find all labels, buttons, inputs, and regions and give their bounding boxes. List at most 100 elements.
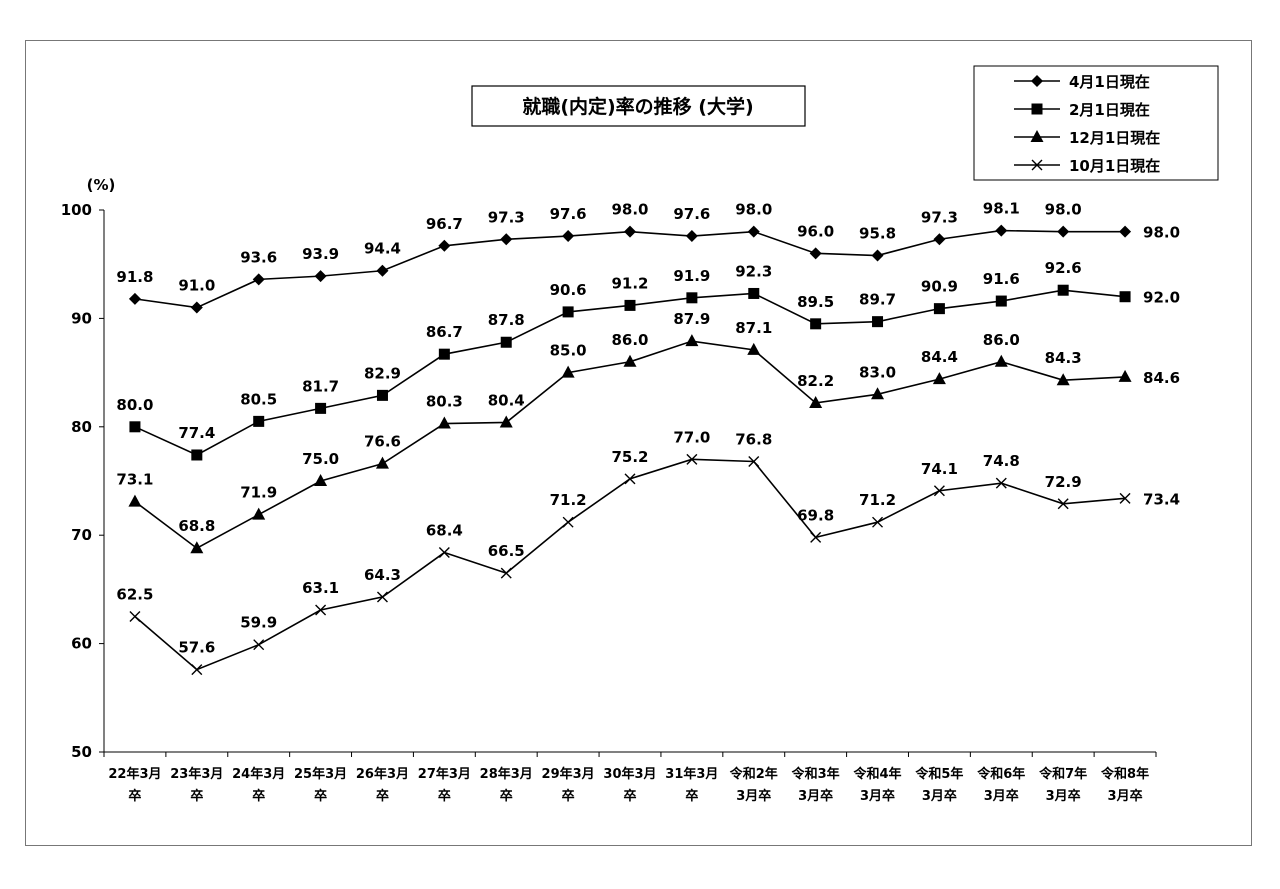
x-tick-label: 3月卒: [922, 788, 957, 804]
data-point: [190, 301, 203, 314]
data-label: 74.1: [921, 460, 958, 478]
y-tick-label: 100: [61, 201, 92, 219]
data-label: 89.7: [859, 291, 896, 309]
data-label: 71.2: [550, 491, 587, 509]
data-label: 93.9: [302, 245, 339, 263]
y-tick-label: 50: [71, 743, 92, 761]
x-tick-label: 3月卒: [798, 788, 833, 804]
x-tick-label: 卒: [438, 788, 451, 804]
series-line-2: [134, 340, 1126, 550]
x-tick-label: 卒: [128, 788, 141, 804]
data-label: 64.3: [364, 566, 401, 584]
data-label: 98.1: [983, 200, 1020, 218]
x-tick-label: 令和2年: [730, 766, 778, 782]
data-label: 98.0: [1045, 201, 1082, 219]
x-tick-label: 29年3月: [542, 766, 595, 782]
data-label: 73.1: [116, 471, 153, 489]
data-label: 98.0: [611, 201, 648, 219]
data-label: 92.3: [735, 262, 772, 280]
data-point: [1056, 373, 1070, 386]
data-point: [1057, 498, 1069, 510]
legend-marker: [1031, 75, 1043, 87]
x-tick-label: 令和3年: [792, 766, 840, 782]
data-point: [376, 591, 388, 603]
y-tick-label: 90: [71, 309, 92, 327]
data-point: [995, 477, 1007, 489]
x-tick-label: 卒: [252, 788, 265, 804]
series-line-0: [134, 229, 1126, 309]
data-point: [315, 402, 327, 414]
data-point: [624, 299, 636, 311]
data-label: 75.0: [302, 450, 339, 468]
legend-item-label: 10月1日現在: [1069, 157, 1160, 175]
data-point: [624, 225, 636, 238]
data-label: 85.0: [550, 342, 587, 360]
data-label: 91.2: [611, 274, 648, 292]
x-tick-label: 3月卒: [1108, 788, 1143, 804]
x-tick-label: 23年3月: [170, 766, 223, 782]
legend-item-label: 4月1日現在: [1069, 73, 1150, 91]
x-tick-label: 卒: [376, 788, 389, 804]
data-point: [810, 318, 822, 330]
x-tick-label: 22年3月: [108, 766, 161, 782]
data-label: 91.0: [178, 277, 215, 295]
data-label: 95.8: [859, 225, 896, 243]
data-label: 80.4: [488, 391, 525, 409]
data-point: [1118, 369, 1132, 382]
data-label: 83.0: [859, 363, 896, 381]
x-tick-label: 令和4年: [854, 766, 902, 782]
data-point: [748, 287, 760, 299]
data-point: [933, 233, 946, 246]
data-point: [252, 273, 265, 286]
data-point: [933, 303, 945, 315]
data-label: 68.4: [426, 522, 463, 540]
data-point: [748, 455, 760, 467]
data-label: 63.1: [302, 579, 339, 597]
legend-item-label: 12月1日現在: [1069, 129, 1160, 147]
data-point: [500, 567, 512, 579]
data-label: 97.6: [673, 205, 710, 223]
chart-title: 就職(内定)率の推移 (大学): [522, 95, 753, 118]
y-axis-unit-label: (%): [87, 176, 116, 194]
data-label: 92.6: [1045, 259, 1082, 277]
data-label: 82.9: [364, 364, 401, 382]
x-tick-label: 3月卒: [1046, 788, 1081, 804]
data-label: 84.3: [1045, 349, 1082, 367]
data-point: [1119, 291, 1131, 303]
x-tick-label: 31年3月: [665, 766, 718, 782]
data-label: 97.3: [488, 208, 525, 226]
data-point: [995, 224, 1008, 237]
x-tick-label: 卒: [685, 788, 698, 804]
legend-marker: [1031, 159, 1043, 171]
data-point: [314, 474, 328, 486]
data-label: 80.5: [240, 390, 277, 408]
data-point: [624, 473, 636, 485]
data-point: [1057, 284, 1069, 296]
x-tick-label: 令和6年: [977, 766, 1025, 782]
data-point: [129, 421, 141, 433]
x-tick-label: 30年3月: [603, 766, 656, 782]
data-label: 62.5: [116, 586, 153, 604]
legend-marker: [1031, 103, 1043, 115]
data-point: [562, 230, 575, 243]
data-label: 94.4: [364, 240, 401, 258]
data-point: [500, 336, 512, 348]
data-label: 71.9: [240, 484, 277, 502]
data-label: 80.0: [116, 396, 153, 414]
x-tick-label: 27年3月: [418, 766, 471, 782]
data-label: 69.8: [797, 506, 834, 524]
x-tick-label: 3月卒: [736, 788, 771, 804]
data-label: 87.8: [488, 311, 525, 329]
data-label: 86.7: [426, 323, 463, 341]
data-point: [438, 348, 450, 360]
x-tick-label: 25年3月: [294, 766, 347, 782]
data-point: [809, 395, 823, 408]
data-point: [375, 456, 389, 469]
x-tick-label: 3月卒: [984, 788, 1019, 804]
data-label: 81.7: [302, 377, 339, 395]
data-label: 90.6: [550, 281, 587, 299]
data-label: 80.3: [426, 393, 463, 411]
data-point: [253, 415, 265, 427]
data-label: 91.6: [983, 270, 1020, 288]
